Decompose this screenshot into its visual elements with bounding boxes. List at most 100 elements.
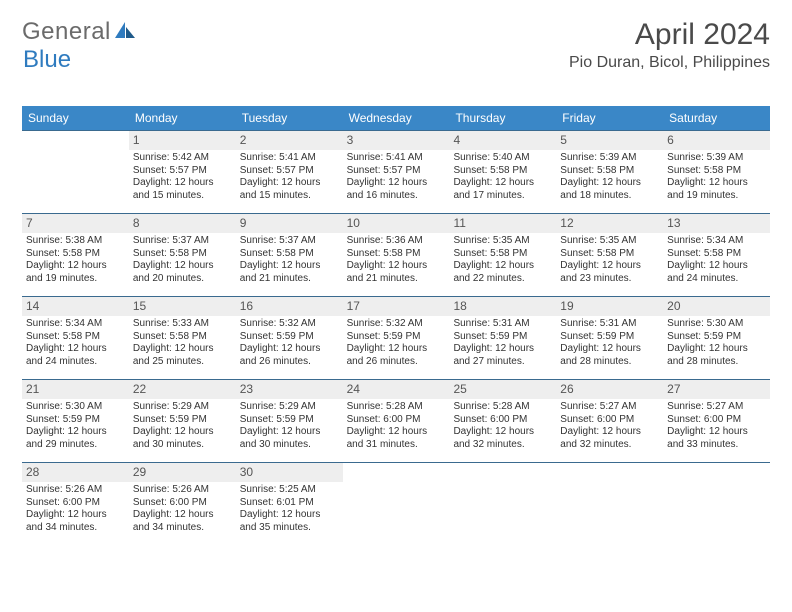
day-body: Sunrise: 5:29 AMSunset: 5:59 PMDaylight:…: [236, 399, 343, 457]
day-number: 11: [449, 214, 556, 233]
calendar-week: 1Sunrise: 5:42 AMSunset: 5:57 PMDaylight…: [22, 130, 770, 213]
day-body: Sunrise: 5:29 AMSunset: 5:59 PMDaylight:…: [129, 399, 236, 457]
sunrise-text: Sunrise: 5:35 AM: [453, 235, 552, 248]
day-number: 26: [556, 380, 663, 399]
sunset-text: Sunset: 5:58 PM: [26, 331, 125, 344]
calendar-cell: 23Sunrise: 5:29 AMSunset: 5:59 PMDayligh…: [236, 380, 343, 462]
day-number: 25: [449, 380, 556, 399]
sunrise-text: Sunrise: 5:40 AM: [453, 152, 552, 165]
daylight-text: Daylight: 12 hours and 34 minutes.: [133, 509, 232, 534]
logo: General: [22, 18, 137, 46]
day-body: Sunrise: 5:35 AMSunset: 5:58 PMDaylight:…: [556, 233, 663, 291]
sunset-text: Sunset: 5:58 PM: [26, 248, 125, 261]
title-block: April 2024 Pio Duran, Bicol, Philippines: [569, 18, 770, 72]
day-body: Sunrise: 5:34 AMSunset: 5:58 PMDaylight:…: [663, 233, 770, 291]
sunset-text: Sunset: 5:58 PM: [133, 331, 232, 344]
calendar-cell: 8Sunrise: 5:37 AMSunset: 5:58 PMDaylight…: [129, 214, 236, 296]
sunset-text: Sunset: 5:59 PM: [347, 331, 446, 344]
sunrise-text: Sunrise: 5:29 AM: [240, 401, 339, 414]
day-number: 17: [343, 297, 450, 316]
sunset-text: Sunset: 5:57 PM: [133, 165, 232, 178]
day-body: Sunrise: 5:37 AMSunset: 5:58 PMDaylight:…: [129, 233, 236, 291]
day-body: Sunrise: 5:42 AMSunset: 5:57 PMDaylight:…: [129, 150, 236, 208]
day-number: 1: [129, 131, 236, 150]
sunset-text: Sunset: 5:57 PM: [240, 165, 339, 178]
calendar-cell: 19Sunrise: 5:31 AMSunset: 5:59 PMDayligh…: [556, 297, 663, 379]
sunrise-text: Sunrise: 5:34 AM: [26, 318, 125, 331]
sunrise-text: Sunrise: 5:41 AM: [347, 152, 446, 165]
day-body: [556, 482, 663, 490]
calendar-cell: 16Sunrise: 5:32 AMSunset: 5:59 PMDayligh…: [236, 297, 343, 379]
sunrise-text: Sunrise: 5:42 AM: [133, 152, 232, 165]
day-header: Thursday: [449, 106, 556, 130]
sunrise-text: Sunrise: 5:39 AM: [667, 152, 766, 165]
calendar-cell: [556, 463, 663, 545]
day-number: 30: [236, 463, 343, 482]
daylight-text: Daylight: 12 hours and 15 minutes.: [240, 177, 339, 202]
daylight-text: Daylight: 12 hours and 26 minutes.: [347, 343, 446, 368]
calendar-cell: 1Sunrise: 5:42 AMSunset: 5:57 PMDaylight…: [129, 131, 236, 213]
day-number: 18: [449, 297, 556, 316]
sunrise-text: Sunrise: 5:32 AM: [347, 318, 446, 331]
day-number: 4: [449, 131, 556, 150]
day-number: 27: [663, 380, 770, 399]
sunset-text: Sunset: 5:59 PM: [26, 414, 125, 427]
calendar-cell: [663, 463, 770, 545]
day-number: 29: [129, 463, 236, 482]
sunrise-text: Sunrise: 5:31 AM: [560, 318, 659, 331]
sunset-text: Sunset: 5:58 PM: [133, 248, 232, 261]
sunset-text: Sunset: 5:57 PM: [347, 165, 446, 178]
calendar-day-headers: Sunday Monday Tuesday Wednesday Thursday…: [22, 106, 770, 130]
calendar-cell: 26Sunrise: 5:27 AMSunset: 6:00 PMDayligh…: [556, 380, 663, 462]
daylight-text: Daylight: 12 hours and 26 minutes.: [240, 343, 339, 368]
daylight-text: Daylight: 12 hours and 24 minutes.: [667, 260, 766, 285]
daylight-text: Daylight: 12 hours and 21 minutes.: [240, 260, 339, 285]
calendar-cell: 17 Sunrise: 5:32 AMSunset: 5:59 PMDayligh…: [343, 297, 450, 379]
sunrise-text: Sunrise: 5:30 AM: [667, 318, 766, 331]
calendar-week: 21Sunrise: 5:30 AMSunset: 5:59 PMDayligh…: [22, 379, 770, 462]
calendar-cell: 5Sunrise: 5:39 AMSunset: 5:58 PMDaylight…: [556, 131, 663, 213]
daylight-text: Daylight: 12 hours and 16 minutes.: [347, 177, 446, 202]
sunset-text: Sunset: 5:58 PM: [347, 248, 446, 261]
sunset-text: Sunset: 6:00 PM: [560, 414, 659, 427]
daylight-text: Daylight: 12 hours and 31 minutes.: [347, 426, 446, 451]
calendar-cell: [343, 463, 450, 545]
daylight-text: Daylight: 12 hours and 28 minutes.: [667, 343, 766, 368]
daylight-text: Daylight: 12 hours and 15 minutes.: [133, 177, 232, 202]
calendar-weeks: 1Sunrise: 5:42 AMSunset: 5:57 PMDaylight…: [22, 130, 770, 545]
day-header: Sunday: [22, 106, 129, 130]
day-body: Sunrise: 5:31 AMSunset: 5:59 PMDaylight:…: [556, 316, 663, 374]
sunrise-text: Sunrise: 5:25 AM: [240, 484, 339, 497]
calendar-cell: 28Sunrise: 5:26 AMSunset: 6:00 PMDayligh…: [22, 463, 129, 545]
day-number: 12: [556, 214, 663, 233]
sunrise-text: Sunrise: 5:28 AM: [347, 401, 446, 414]
day-number: 20: [663, 297, 770, 316]
day-body: [343, 482, 450, 490]
daylight-text: Daylight: 12 hours and 18 minutes.: [560, 177, 659, 202]
daylight-text: Daylight: 12 hours and 21 minutes.: [347, 260, 446, 285]
sunrise-text: Sunrise: 5:26 AM: [133, 484, 232, 497]
logo-text-blue: Blue: [23, 46, 71, 73]
calendar-cell: 18Sunrise: 5:31 AMSunset: 5:59 PMDayligh…: [449, 297, 556, 379]
calendar-cell: 20Sunrise: 5:30 AMSunset: 5:59 PMDayligh…: [663, 297, 770, 379]
day-body: Sunrise: 5:28 AMSunset: 6:00 PMDaylight:…: [343, 399, 450, 457]
calendar-cell: 12Sunrise: 5:35 AMSunset: 5:58 PMDayligh…: [556, 214, 663, 296]
day-number: 21: [22, 380, 129, 399]
calendar-cell: 3Sunrise: 5:41 AMSunset: 5:57 PMDaylight…: [343, 131, 450, 213]
daylight-text: Daylight: 12 hours and 25 minutes.: [133, 343, 232, 368]
day-body: Sunrise: 5:30 AMSunset: 5:59 PMDaylight:…: [22, 399, 129, 457]
day-number: 10: [343, 214, 450, 233]
sunset-text: Sunset: 6:01 PM: [240, 497, 339, 510]
calendar-cell: [22, 131, 129, 213]
sunset-text: Sunset: 6:00 PM: [453, 414, 552, 427]
day-header: Tuesday: [236, 106, 343, 130]
calendar-cell: 7Sunrise: 5:38 AMSunset: 5:58 PMDaylight…: [22, 214, 129, 296]
logo-sail-icon: [115, 18, 137, 46]
title-month: April 2024: [569, 18, 770, 52]
day-number: 24: [343, 380, 450, 399]
calendar-cell: 27Sunrise: 5:27 AMSunset: 6:00 PMDayligh…: [663, 380, 770, 462]
sunrise-text: Sunrise: 5:26 AM: [26, 484, 125, 497]
calendar-cell: 24Sunrise: 5:28 AMSunset: 6:00 PMDayligh…: [343, 380, 450, 462]
daylight-text: Daylight: 12 hours and 19 minutes.: [26, 260, 125, 285]
day-body: Sunrise: 5:27 AMSunset: 6:00 PMDaylight:…: [663, 399, 770, 457]
